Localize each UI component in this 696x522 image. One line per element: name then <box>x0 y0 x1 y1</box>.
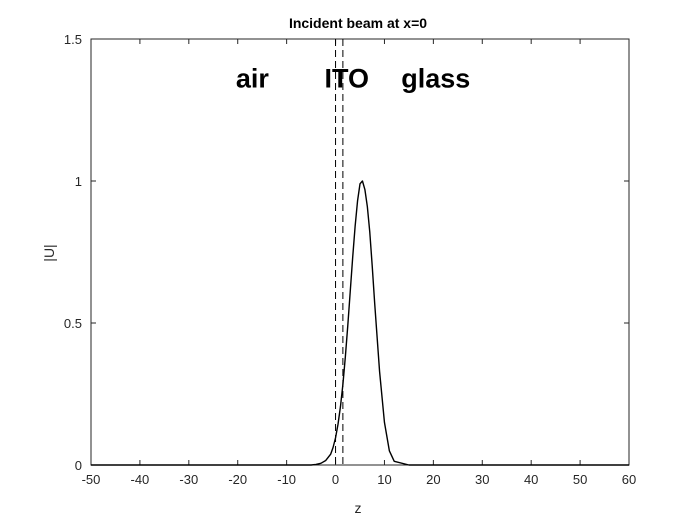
x-axis-label: z <box>355 500 362 516</box>
x-tick-label: 20 <box>426 472 440 487</box>
x-tick-label: -30 <box>179 472 198 487</box>
x-tick-label: 30 <box>475 472 489 487</box>
beam-profile-line <box>91 180 629 466</box>
plot-area: -50 -40 -30 -20 -10 0 10 20 30 40 50 60 0 0.5 1 1.5 air I… <box>64 32 636 487</box>
x-tick-label: 60 <box>622 472 636 487</box>
region-label-glass: glass <box>401 63 470 93</box>
region-label-air: air <box>236 63 270 93</box>
region-label-ito: ITO <box>325 63 370 93</box>
x-tick-label: 0 <box>332 472 339 487</box>
plot-frame <box>90 38 630 466</box>
y-tick-label: 0.5 <box>64 316 82 331</box>
y-tick-label: 0 <box>75 458 82 473</box>
y-axis-label: |U| <box>41 244 57 261</box>
x-tick-label: 10 <box>377 472 391 487</box>
x-tick-label: -10 <box>277 472 296 487</box>
chart-title: Incident beam at x=0 <box>289 15 427 31</box>
x-tick-label: -40 <box>131 472 150 487</box>
y-tick-label: 1.5 <box>64 32 82 47</box>
x-tick-label: -20 <box>228 472 247 487</box>
x-tick-label: 50 <box>573 472 587 487</box>
x-tick-label: 40 <box>524 472 538 487</box>
x-tick-label: -50 <box>82 472 101 487</box>
y-tick-label: 1 <box>75 174 82 189</box>
